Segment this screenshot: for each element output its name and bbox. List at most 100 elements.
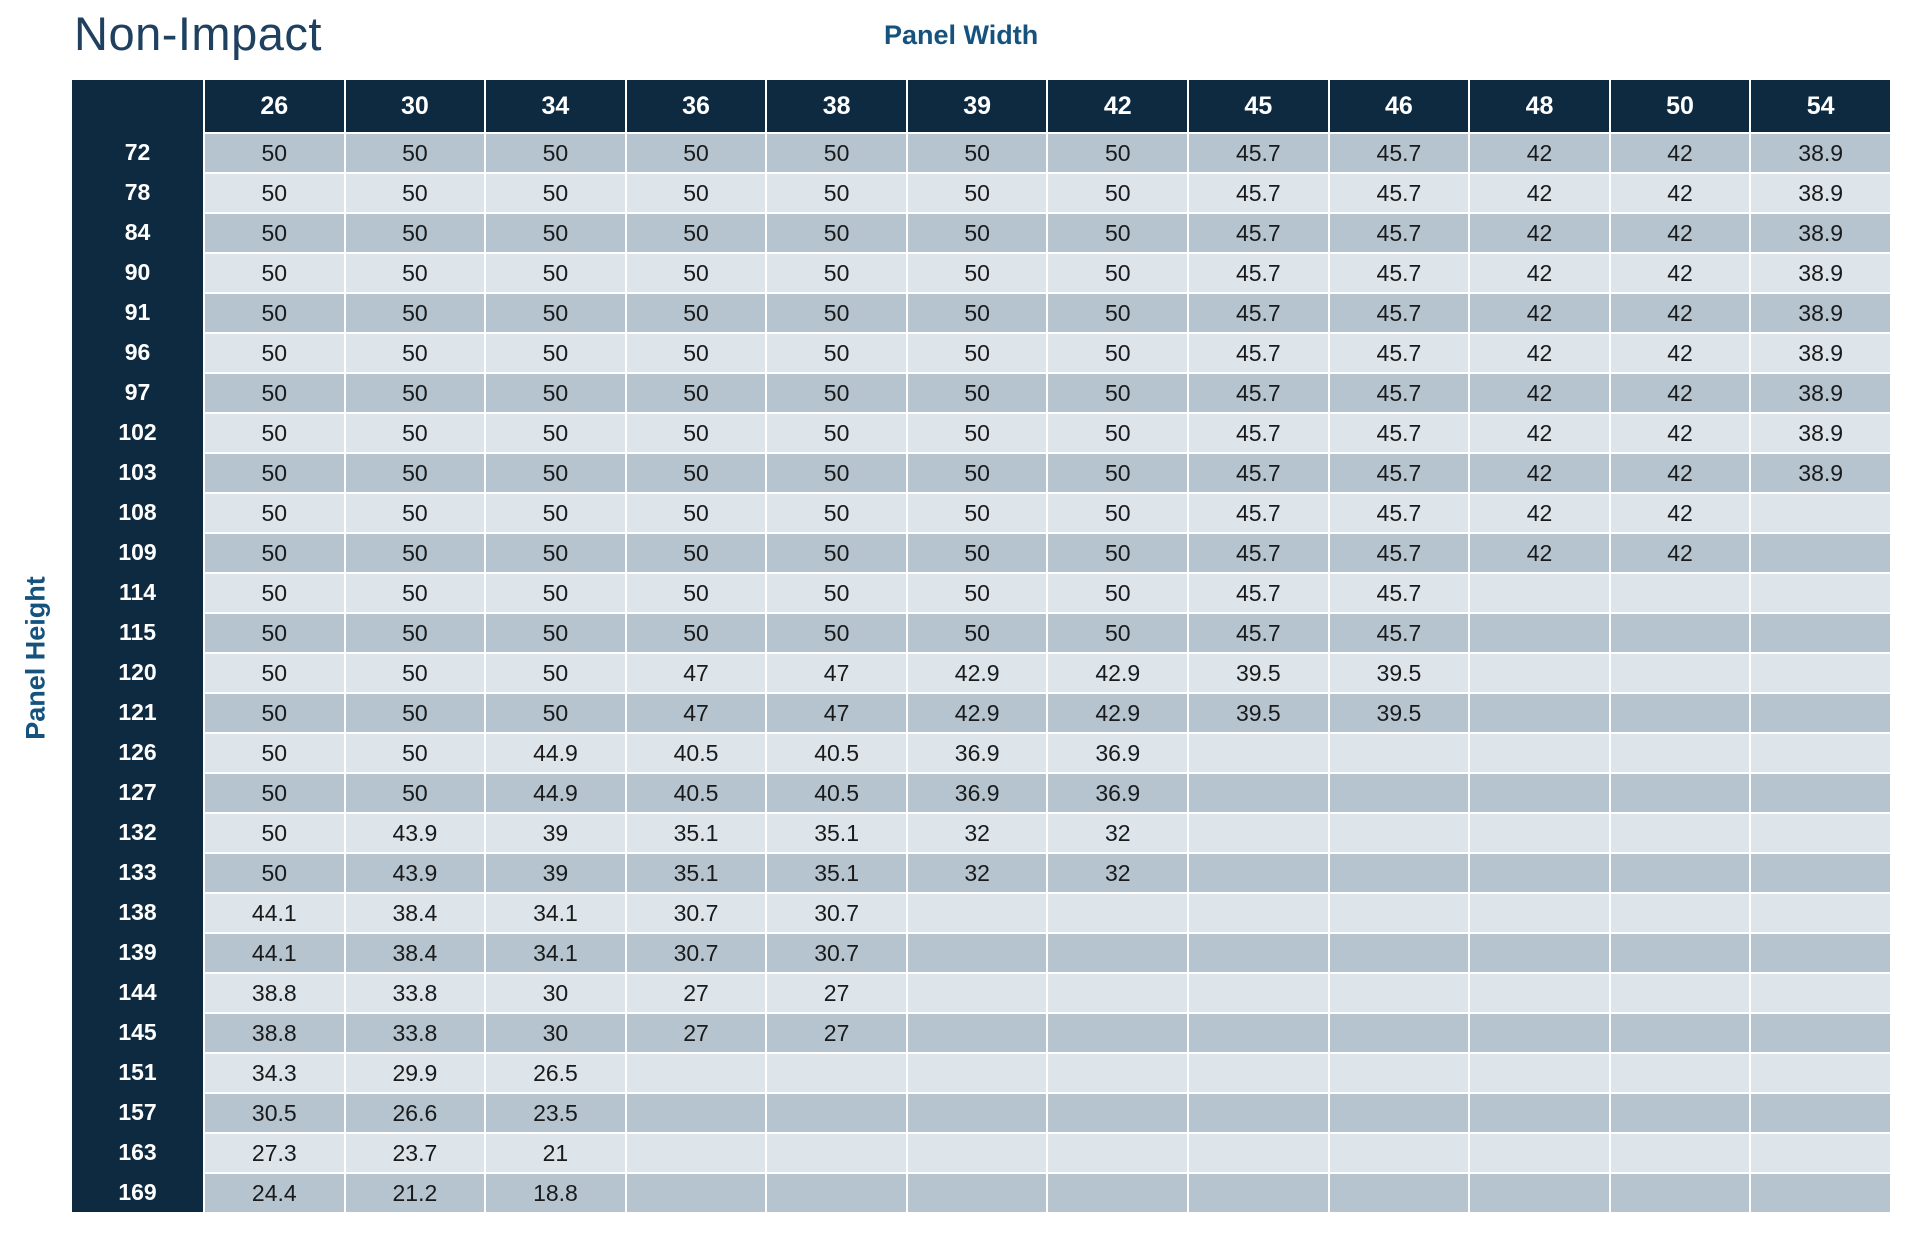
value-cell bbox=[1468, 812, 1609, 852]
value-cell: 34.1 bbox=[484, 892, 625, 932]
value-cell bbox=[1608, 1132, 1750, 1172]
value-cell: 50 bbox=[343, 252, 485, 292]
value-cell bbox=[1468, 732, 1609, 772]
value-cell: 30.7 bbox=[624, 892, 766, 932]
value-cell: 32 bbox=[1046, 852, 1188, 892]
value-cell: 47 bbox=[624, 692, 766, 732]
value-cell: 23.5 bbox=[484, 1092, 625, 1132]
value-cell: 42 bbox=[1468, 452, 1609, 492]
panel-height-label: Panel Height bbox=[20, 576, 51, 740]
value-cell bbox=[1187, 892, 1328, 932]
value-cell: 42 bbox=[1608, 132, 1750, 172]
value-cell: 50 bbox=[1046, 332, 1188, 372]
value-cell: 27 bbox=[624, 972, 766, 1012]
value-cell: 50 bbox=[765, 132, 906, 172]
value-cell bbox=[1608, 732, 1750, 772]
column-header: 54 bbox=[1749, 80, 1890, 132]
value-cell: 50 bbox=[343, 332, 485, 372]
value-cell: 50 bbox=[343, 772, 485, 812]
row-header: 157 bbox=[72, 1092, 203, 1132]
value-cell: 50 bbox=[905, 332, 1047, 372]
value-cell: 27 bbox=[765, 972, 906, 1012]
row-header: 145 bbox=[72, 1012, 203, 1052]
value-cell: 50 bbox=[1046, 212, 1188, 252]
value-cell bbox=[1749, 652, 1890, 692]
value-cell: 35.1 bbox=[765, 852, 906, 892]
value-cell: 42 bbox=[1608, 292, 1750, 332]
row-header: 84 bbox=[72, 212, 203, 252]
value-cell: 30 bbox=[484, 972, 625, 1012]
corner-cell bbox=[72, 80, 203, 132]
table-row: 121 50 50 50 47 47 42.9 42.9 39.5 39.5 bbox=[72, 692, 1890, 732]
table-row: 138 44.1 38.4 34.1 30.7 30.7 bbox=[72, 892, 1890, 932]
value-cell: 50 bbox=[484, 452, 625, 492]
value-cell bbox=[1608, 892, 1750, 932]
value-cell: 38.4 bbox=[343, 932, 485, 972]
value-cell bbox=[1187, 1052, 1328, 1092]
row-header: 97 bbox=[72, 372, 203, 412]
value-cell: 50 bbox=[484, 132, 625, 172]
value-cell: 50 bbox=[1046, 612, 1188, 652]
value-cell: 47 bbox=[765, 652, 906, 692]
value-cell bbox=[1468, 932, 1609, 972]
row-header: 102 bbox=[72, 412, 203, 452]
column-header: 46 bbox=[1327, 80, 1469, 132]
value-cell bbox=[1468, 772, 1609, 812]
value-cell: 50 bbox=[484, 652, 625, 692]
value-cell bbox=[1468, 1172, 1609, 1212]
value-cell: 29.9 bbox=[343, 1052, 485, 1092]
value-cell: 50 bbox=[343, 732, 485, 772]
value-cell: 43.9 bbox=[343, 852, 485, 892]
value-cell bbox=[765, 1092, 906, 1132]
value-cell bbox=[624, 1052, 766, 1092]
value-cell: 50 bbox=[1046, 532, 1188, 572]
table-row: 103 50 50 50 50 50 50 50 45.7 45.7 42 42 38.9 bbox=[72, 452, 1890, 492]
value-cell: 42 bbox=[1468, 252, 1609, 292]
value-cell bbox=[1468, 852, 1609, 892]
value-cell bbox=[1468, 1052, 1609, 1092]
value-cell: 50 bbox=[624, 452, 766, 492]
value-cell: 32 bbox=[905, 852, 1047, 892]
value-cell bbox=[1749, 532, 1890, 572]
value-cell bbox=[1749, 892, 1890, 932]
value-cell: 50 bbox=[203, 852, 344, 892]
value-cell bbox=[1468, 612, 1609, 652]
value-cell bbox=[1187, 772, 1328, 812]
value-cell: 50 bbox=[203, 692, 344, 732]
non-impact-pressure-table: 26 30 34 36 38 39 42 45 46 48 50 54 72 50 50 50 50 50 50 5… bbox=[72, 80, 1890, 1212]
value-cell: 50 bbox=[905, 172, 1047, 212]
value-cell: 50 bbox=[343, 652, 485, 692]
value-cell: 45.7 bbox=[1187, 412, 1328, 452]
value-cell: 50 bbox=[905, 292, 1047, 332]
value-cell bbox=[1468, 652, 1609, 692]
value-cell: 38.8 bbox=[203, 1012, 344, 1052]
row-header: 103 bbox=[72, 452, 203, 492]
table-row: 90 50 50 50 50 50 50 50 45.7 45.7 42 42 38.9 bbox=[72, 252, 1890, 292]
value-cell: 45.7 bbox=[1187, 332, 1328, 372]
value-cell: 40.5 bbox=[624, 772, 766, 812]
value-cell: 50 bbox=[343, 292, 485, 332]
value-cell: 50 bbox=[203, 732, 344, 772]
column-header: 42 bbox=[1046, 80, 1188, 132]
value-cell: 50 bbox=[203, 332, 344, 372]
value-cell: 50 bbox=[484, 412, 625, 452]
value-cell: 50 bbox=[624, 252, 766, 292]
table-row: 133 50 43.9 39 35.1 35.1 32 32 bbox=[72, 852, 1890, 892]
value-cell: 38.9 bbox=[1749, 332, 1890, 372]
value-cell: 50 bbox=[624, 332, 766, 372]
value-cell: 47 bbox=[624, 652, 766, 692]
value-cell: 30.7 bbox=[765, 892, 906, 932]
value-cell: 38.9 bbox=[1749, 132, 1890, 172]
value-cell: 42 bbox=[1608, 212, 1750, 252]
value-cell: 50 bbox=[343, 492, 485, 532]
value-cell: 50 bbox=[1046, 492, 1188, 532]
row-header: 126 bbox=[72, 732, 203, 772]
value-cell: 50 bbox=[1046, 132, 1188, 172]
value-cell: 36.9 bbox=[905, 732, 1047, 772]
value-cell: 50 bbox=[765, 372, 906, 412]
value-cell: 50 bbox=[484, 212, 625, 252]
value-cell: 50 bbox=[624, 612, 766, 652]
value-cell: 50 bbox=[203, 172, 344, 212]
value-cell: 50 bbox=[203, 532, 344, 572]
value-cell: 36.9 bbox=[1046, 732, 1188, 772]
